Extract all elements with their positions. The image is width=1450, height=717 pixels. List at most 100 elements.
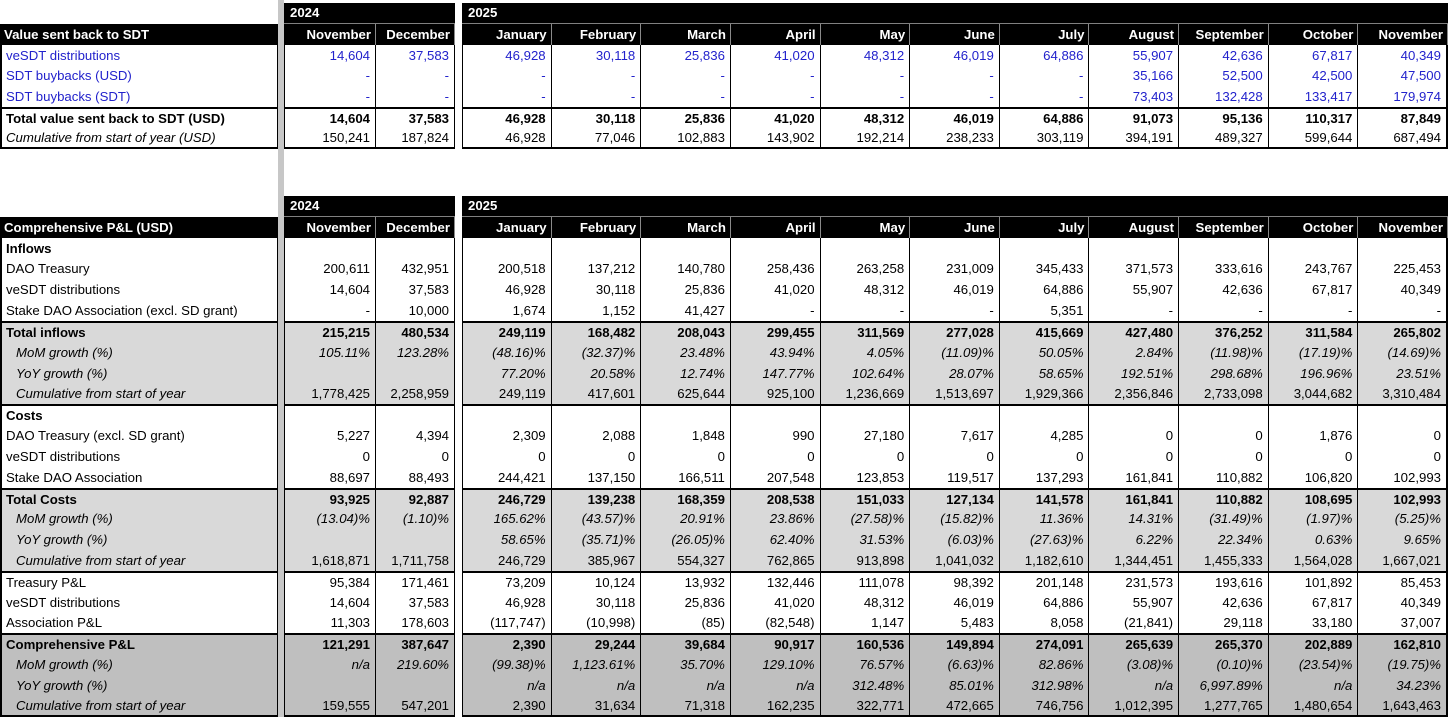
month-header: September [1179,23,1269,45]
cell-value: 121,291 [284,633,376,655]
cell-value [376,404,455,426]
cell-value [284,404,376,426]
table-title: Comprehensive P&L (USD) [0,216,278,238]
cell-value [641,237,731,259]
cell-value: 149,894 [910,633,1000,655]
cell-value: 46,019 [910,279,1000,301]
cell-value: 5,351 [999,300,1090,321]
year-gap-column [455,24,462,45]
cell-value: 55,907 [1089,591,1180,613]
cell-value: 161,841 [1089,487,1180,509]
cell-value: 46,928 [462,279,552,301]
cell-value: 102,883 [641,127,731,149]
cell-value: 168,482 [551,320,642,342]
cell-value [999,237,1090,259]
month-header: January [462,23,552,45]
cell-value: 385,967 [551,550,642,571]
row-label: Association P&L [0,612,278,634]
cell-value: 2,733,098 [1179,383,1269,405]
month-header: July [999,216,1090,238]
cell-value [284,675,376,696]
cell-value [551,404,642,426]
month-header: May [820,216,911,238]
cell-value [910,404,1000,426]
cell-value: 46,928 [462,127,552,149]
cell-value: 14.31% [1089,508,1180,530]
cell-value: 554,327 [641,550,731,571]
cell-value: 200,611 [284,258,376,280]
cell-value: 22.34% [1179,529,1269,551]
cell-value: 95,136 [1179,107,1269,128]
cell-value: 371,573 [1089,258,1180,280]
cell-value: 150,241 [284,127,376,149]
cell-value: (3.08)% [1089,654,1180,676]
cell-value: 46,019 [910,107,1000,128]
cell-value: 4.05% [820,341,911,363]
cell-value: 37,007 [1358,612,1448,634]
cell-value: (0.10)% [1179,654,1269,676]
cell-value: - [551,65,642,87]
cell-value: 1,848 [641,425,731,446]
cell-value: 105.11% [284,341,376,363]
year-gap-column [455,488,462,509]
cell-value: 1,711,758 [376,550,455,571]
cell-value [1089,237,1180,259]
cell-value [641,404,731,426]
cell-value: (6.63)% [910,654,1000,676]
cell-value: 0 [1089,425,1180,446]
cell-value: 1,778,425 [284,383,376,405]
cell-value: 151,033 [820,487,911,509]
cell-value: n/a [730,675,821,696]
cell-value: - [820,300,911,321]
year-gap-column [455,196,462,217]
month-header: October [1268,216,1359,238]
year-gap-column [455,654,462,675]
month-header: February [551,23,642,45]
cell-value: (13.04)% [284,508,376,530]
cell-value: 0 [551,445,642,467]
cell-value: 25,836 [641,44,731,66]
cell-value: 192,214 [820,127,911,149]
cell-value [1268,237,1359,259]
cell-value: (23.54)% [1268,654,1359,676]
cell-value: 1,667,021 [1358,550,1448,571]
cell-value: 137,212 [551,258,642,280]
row-label: veSDT distributions [0,44,278,66]
cell-value: 41,020 [730,44,821,66]
cell-value: (14.69)% [1358,341,1448,363]
cell-value [730,237,821,259]
cell-value: 88,493 [376,466,455,488]
year-gap-column [455,363,462,384]
cell-value: 990 [730,425,821,446]
cell-value: 55,907 [1089,279,1180,301]
cell-value: 161,841 [1089,466,1180,488]
cell-value: - [999,86,1090,108]
cell-value: 20.58% [551,362,642,384]
cell-value: 46,019 [910,44,1000,66]
year-gap-column [455,404,462,425]
cell-value: 246,729 [462,550,552,571]
row-label: Comprehensive P&L [0,633,278,655]
cell-value: 1,643,463 [1358,695,1448,717]
cell-value: 1,929,366 [999,383,1090,405]
year-gap-column [455,238,462,259]
cell-value: 42,500 [1268,65,1359,87]
cell-value: 11,303 [284,612,376,634]
cell-value: 64,886 [999,279,1090,301]
cell-value: 137,293 [999,466,1090,488]
cell-value: 91,073 [1089,107,1180,128]
row-label: YoY growth (%) [0,675,278,696]
cell-value: 432,951 [376,258,455,280]
cell-value: 30,118 [551,279,642,301]
cell-value: - [910,65,1000,87]
row-label: Costs [0,404,278,426]
cell-value: 5,483 [910,612,1000,634]
row-label: MoM growth (%) [0,341,278,363]
cell-value [376,362,455,384]
cell-value: 0 [641,445,731,467]
year-gap-column [455,675,462,696]
month-header: May [820,23,911,45]
cell-value: 746,756 [999,695,1090,717]
cell-value: 179,974 [1358,86,1448,108]
cell-value: (85) [641,612,731,634]
